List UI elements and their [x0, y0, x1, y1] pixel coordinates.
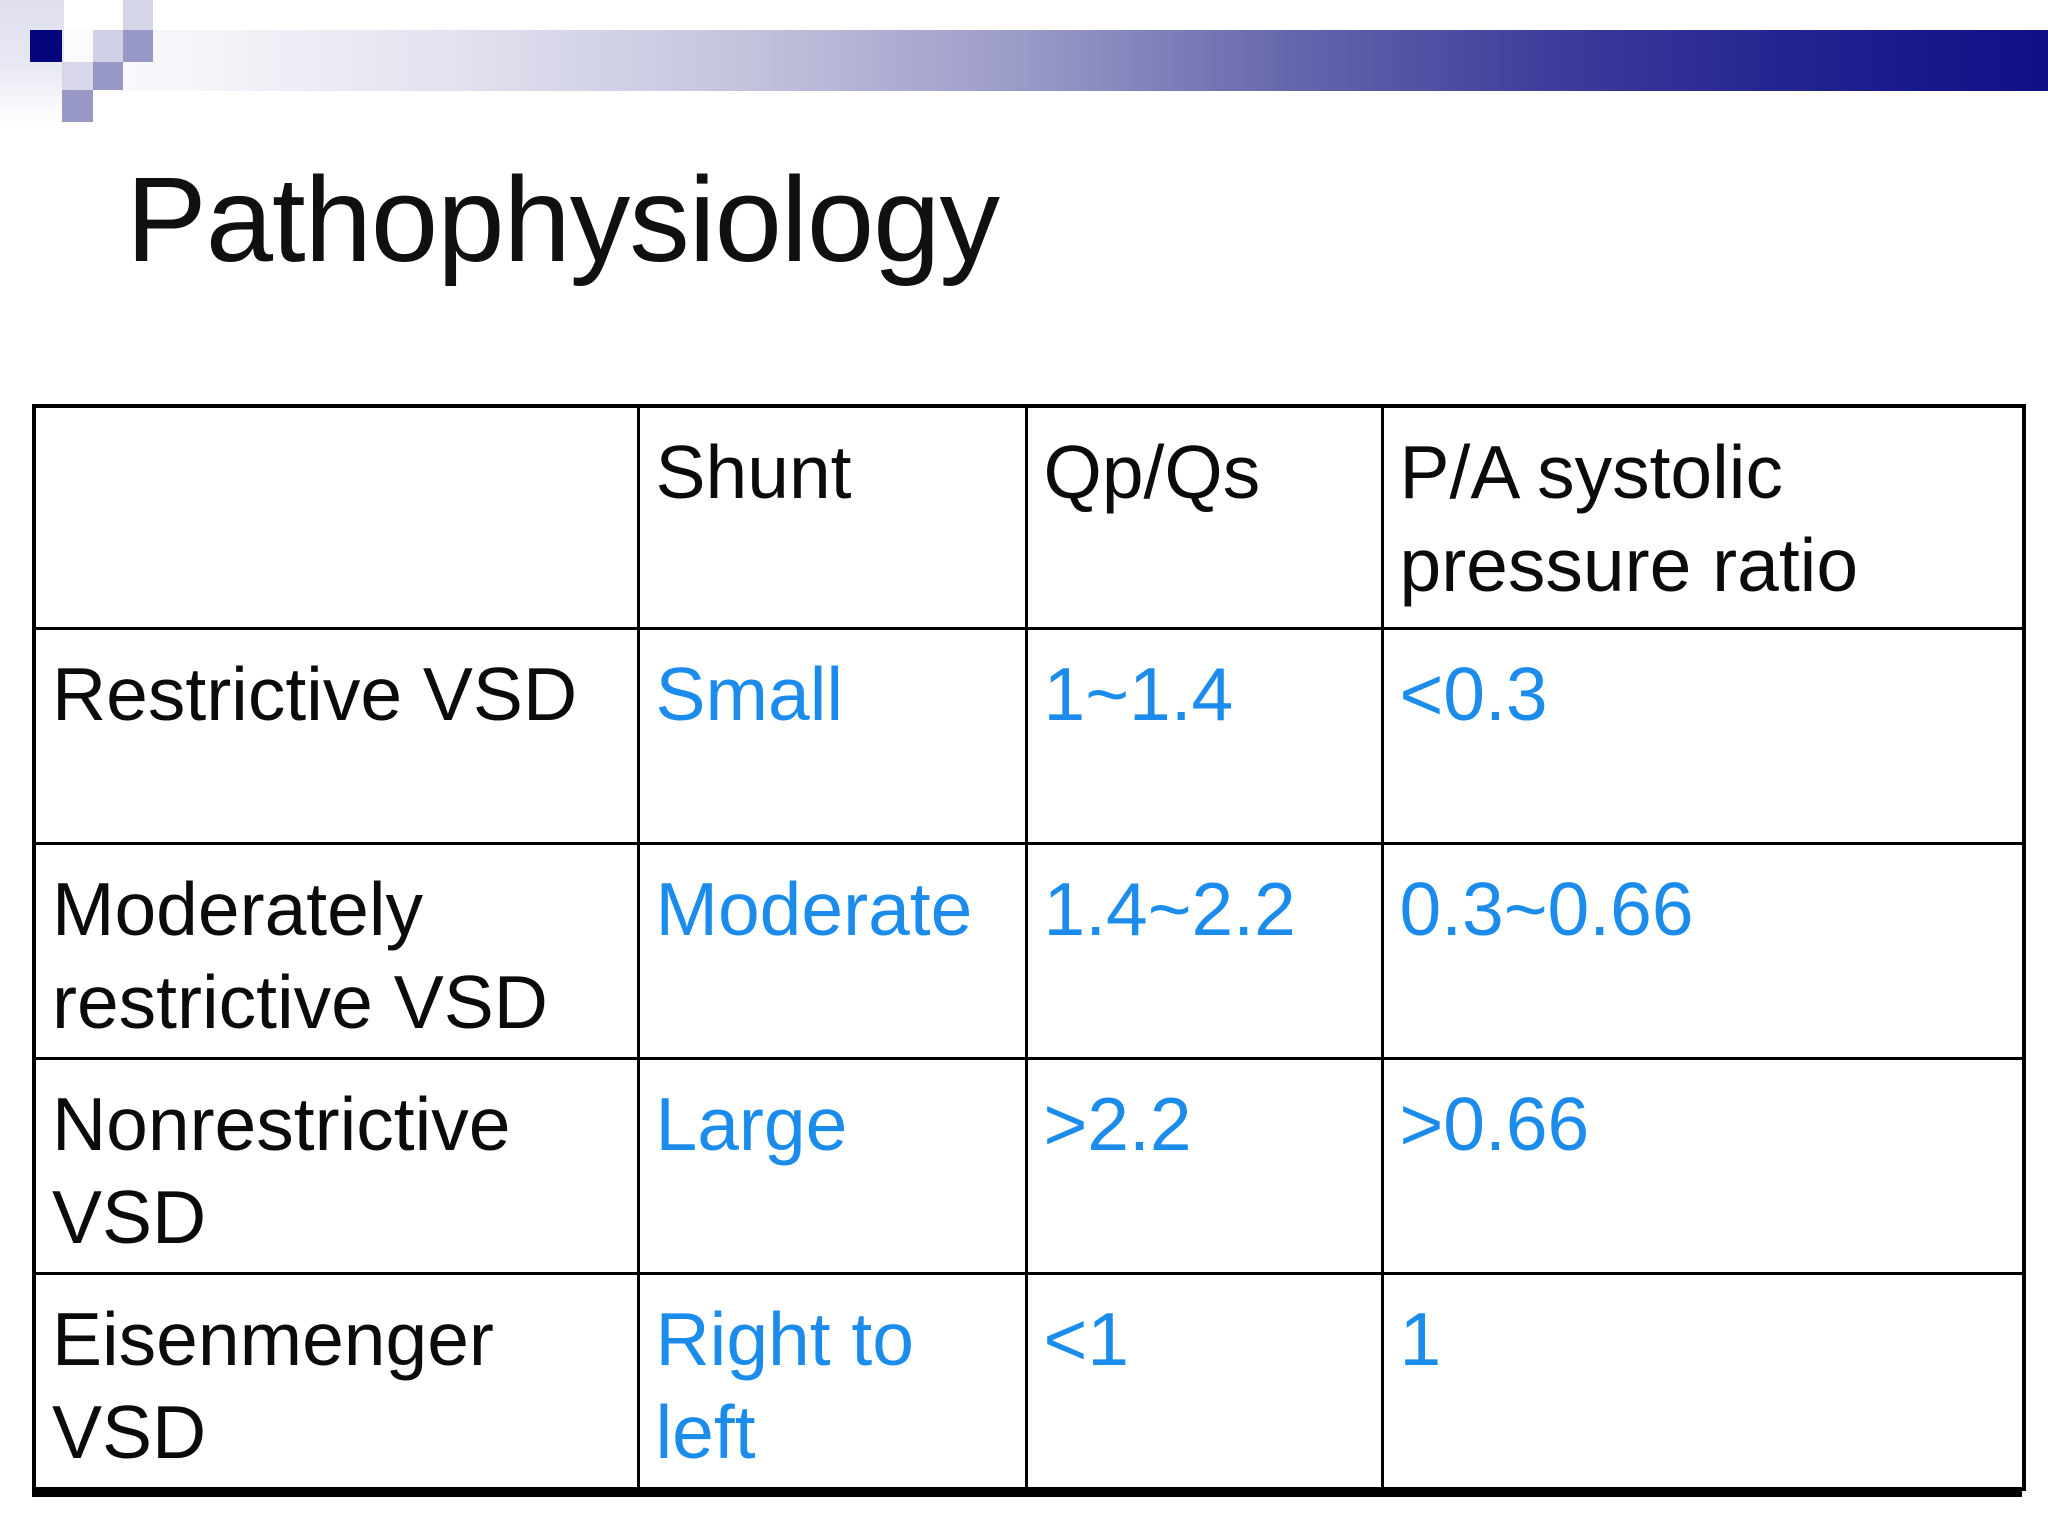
header-cell-pa-ratio: P/A systolic pressure ratio	[1380, 404, 2026, 630]
corner-gradient	[0, 0, 64, 124]
mosaic-square-icon	[93, 30, 123, 62]
qpqs-value: <1	[1024, 1271, 1384, 1490]
header-cell-empty	[32, 404, 640, 630]
shunt-value: Moderate	[636, 841, 1028, 1060]
mosaic-square-icon	[93, 62, 123, 90]
header-cell-shunt: Shunt	[636, 404, 1028, 630]
pa-ratio-value: 1	[1380, 1271, 2026, 1490]
vsd-table-wrap: Shunt Qp/Qs P/A systolic pressure ratio …	[32, 404, 2026, 1497]
mosaic-square-icon	[62, 90, 93, 122]
table-row: Moderately restrictive VSD Moderate 1.4~…	[32, 841, 2026, 1060]
header-gradient-bar	[0, 30, 2048, 91]
page-title: Pathophysiology	[126, 151, 1000, 287]
pa-ratio-value: >0.66	[1380, 1056, 2026, 1275]
row-label: Restrictive VSD	[32, 626, 640, 845]
qpqs-value: 1~1.4	[1024, 626, 1384, 845]
header-cell-qpqs: Qp/Qs	[1024, 404, 1384, 630]
pa-ratio-value: <0.3	[1380, 626, 2026, 845]
mosaic-square-icon	[123, 0, 153, 30]
pa-ratio-value: 0.3~0.66	[1380, 841, 2026, 1060]
shunt-value: Small	[636, 626, 1028, 845]
shunt-value: Large	[636, 1056, 1028, 1275]
mosaic-square-icon	[62, 62, 93, 90]
mosaic-square-icon	[123, 30, 153, 62]
shunt-value: Right to left	[636, 1271, 1028, 1490]
qpqs-value: 1.4~2.2	[1024, 841, 1384, 1060]
row-label: Moderately restrictive VSD	[32, 841, 640, 1060]
vsd-pathophysiology-table: Shunt Qp/Qs P/A systolic pressure ratio …	[32, 404, 2026, 1491]
table-row: Eisenmenger VSD Right to left <1 1	[32, 1271, 2026, 1490]
row-label: Nonrestrictive VSD	[32, 1056, 640, 1275]
table-header-row: Shunt Qp/Qs P/A systolic pressure ratio	[32, 404, 2026, 630]
qpqs-value: >2.2	[1024, 1056, 1384, 1275]
mosaic-square-icon	[30, 30, 62, 62]
table-row: Restrictive VSD Small 1~1.4 <0.3	[32, 626, 2026, 845]
table-row: Nonrestrictive VSD Large >2.2 >0.66	[32, 1056, 2026, 1275]
row-label: Eisenmenger VSD	[32, 1271, 640, 1490]
